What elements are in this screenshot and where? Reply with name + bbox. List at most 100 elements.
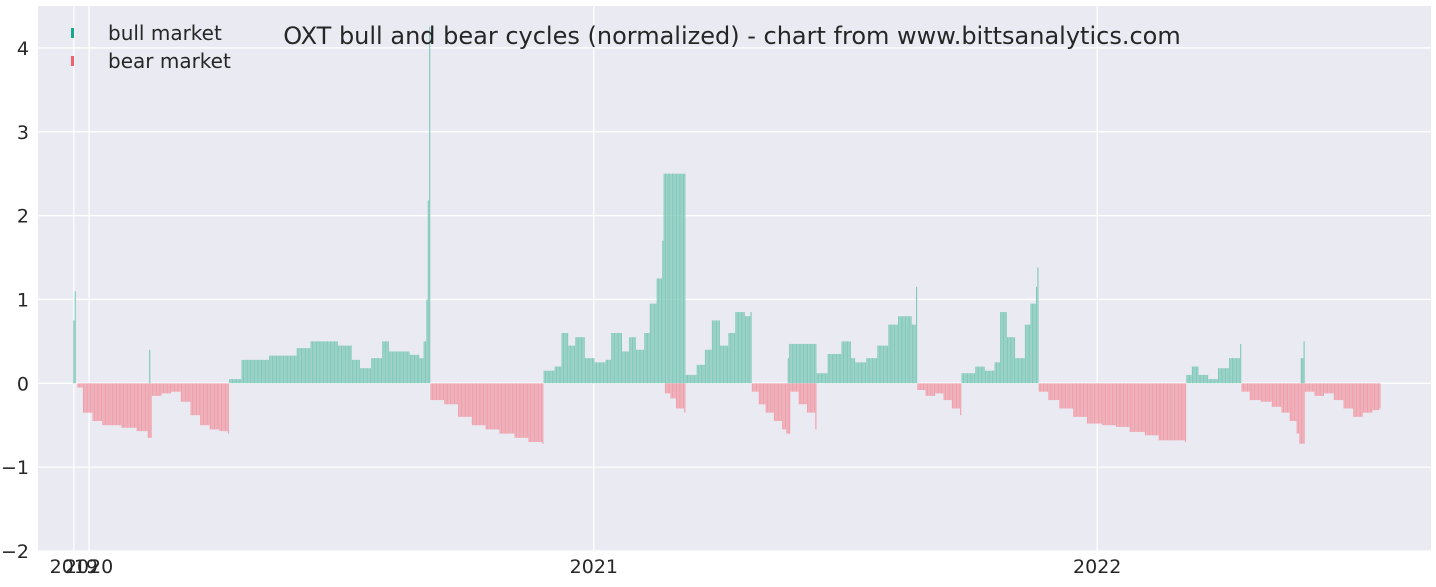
bear-bar — [1081, 383, 1083, 417]
bull-bar — [572, 345, 574, 384]
bull-bar — [393, 351, 395, 384]
bear-bar — [156, 383, 158, 396]
bull-bar — [607, 359, 609, 384]
bear-bar — [220, 383, 223, 432]
bull-bar — [990, 370, 992, 384]
bear-bar — [95, 383, 97, 422]
bear-bar — [103, 383, 105, 426]
bear-bar — [1184, 383, 1187, 442]
bull-bar — [379, 358, 381, 384]
bull-bar — [715, 320, 718, 384]
bull-bar — [976, 366, 978, 384]
bear-bar — [673, 383, 675, 399]
bull-bar — [356, 359, 358, 384]
bear-bar — [1173, 383, 1176, 441]
bull-bar — [870, 358, 872, 384]
x-tick-label: 2020 — [65, 556, 113, 578]
bull-bar — [1235, 358, 1238, 384]
bull-bar — [893, 324, 896, 384]
bear-bar — [960, 383, 962, 416]
bull-bar — [802, 343, 805, 384]
bear-bar — [942, 383, 944, 394]
bear-bar — [753, 383, 755, 392]
bull-bar — [1013, 337, 1016, 384]
bear-bar — [1135, 383, 1137, 432]
bull-bar — [401, 351, 403, 384]
bear-bar — [117, 383, 119, 426]
bull-bar — [824, 373, 827, 384]
bear-bar — [114, 383, 116, 426]
bull-bar — [299, 348, 301, 384]
bull-bar — [663, 173, 665, 384]
bear-bar — [1302, 383, 1304, 444]
bear-bar — [1162, 383, 1165, 441]
bull-bar — [73, 320, 75, 384]
bull-bar — [904, 316, 907, 384]
bull-bar — [907, 316, 909, 384]
bull-bar — [1009, 337, 1011, 384]
bull-bar — [983, 366, 985, 384]
bear-bar — [1062, 383, 1064, 409]
bear-bar — [938, 383, 940, 394]
bear-bar — [1154, 383, 1156, 436]
bear-bar — [678, 383, 680, 409]
bull-bar — [692, 374, 694, 384]
bull-bar — [331, 341, 333, 384]
bear-bar — [1375, 383, 1377, 411]
bear-bar — [1288, 383, 1290, 413]
bear-bar — [1264, 383, 1267, 402]
bull-bar — [838, 353, 840, 384]
bull-bar — [978, 366, 980, 384]
bull-bar — [562, 333, 565, 384]
bull-bar — [1031, 303, 1033, 384]
bear-bar — [1077, 383, 1079, 417]
bear-bar — [1270, 383, 1272, 402]
bear-bar — [1144, 383, 1147, 436]
bull-bar — [1213, 379, 1216, 384]
bear-bar — [1329, 383, 1331, 394]
bear-bar — [791, 383, 794, 392]
bull-bar — [1016, 358, 1018, 384]
bear-bar — [81, 383, 83, 388]
bear-bar — [1151, 383, 1153, 436]
legend-label: bull market — [108, 21, 222, 45]
bull-bar — [984, 370, 987, 384]
bull-bar — [902, 316, 904, 384]
bear-bar — [1260, 383, 1262, 402]
bull-bar — [1190, 374, 1192, 384]
bull-bar — [289, 355, 291, 384]
bull-bar — [1019, 358, 1021, 384]
bear-bar — [1350, 383, 1352, 409]
bear-bar — [1343, 383, 1345, 409]
bull-bar — [750, 312, 752, 384]
bear-bar — [802, 383, 805, 405]
bull-bar — [1189, 374, 1191, 384]
bull-bar — [973, 373, 976, 384]
bull-bar — [329, 341, 331, 384]
bear-bar — [1147, 383, 1149, 436]
bull-bar — [229, 379, 231, 384]
bull-bar — [997, 362, 999, 384]
bear-bar — [773, 383, 776, 422]
bull-bar — [652, 303, 654, 384]
bear-bar — [784, 383, 787, 430]
bear-bar — [110, 383, 112, 426]
bull-bar — [818, 373, 820, 384]
bear-bar — [1274, 383, 1276, 407]
bull-bar — [896, 324, 898, 384]
bull-bar — [1302, 358, 1304, 384]
bear-bar — [1179, 383, 1181, 441]
bear-bar — [1075, 383, 1078, 417]
bear-bar — [1275, 383, 1278, 407]
bull-bar — [343, 345, 345, 384]
bear-bar — [215, 383, 217, 430]
bull-bar — [808, 343, 810, 384]
bear-bar — [120, 383, 122, 426]
bear-bar — [1379, 383, 1381, 409]
bull-bar — [1224, 368, 1227, 384]
bull-bar — [298, 348, 300, 384]
bull-bar — [881, 345, 883, 384]
bull-bar — [906, 316, 908, 384]
bull-bar — [413, 354, 416, 384]
bull-bar — [687, 374, 689, 384]
